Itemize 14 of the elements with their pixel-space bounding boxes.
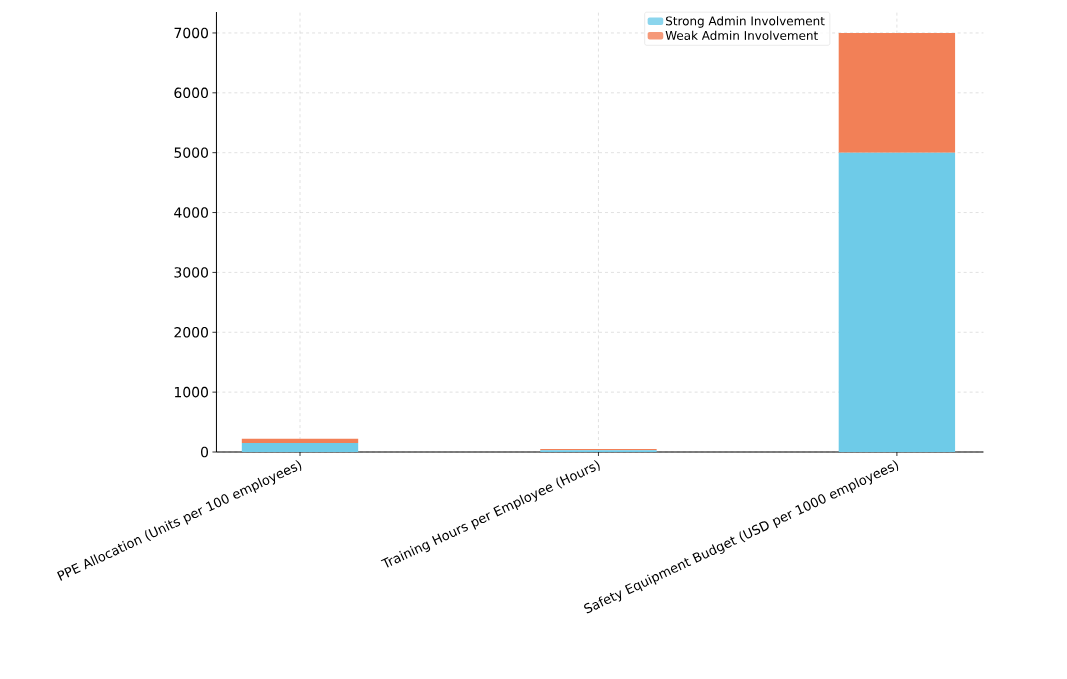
bar — [241, 443, 359, 452]
y-tick-label: 7000 — [174, 27, 208, 39]
bar — [838, 152, 956, 452]
y-tick-label: 1000 — [174, 386, 208, 398]
y-tick-label: 2000 — [174, 326, 208, 338]
y-tick-label: 4000 — [174, 207, 208, 218]
y-tick-label: 3000 — [174, 267, 208, 278]
bar — [838, 32, 956, 153]
legend-label: Weak Admin Involvement — [665, 30, 818, 40]
bar — [241, 438, 359, 444]
y-tick-label: 6000 — [174, 87, 208, 99]
y-tick-label: 5000 — [174, 147, 208, 158]
legend-label: Strong Admin Involvement — [666, 16, 825, 28]
y-tick-label: 0 — [200, 446, 209, 458]
